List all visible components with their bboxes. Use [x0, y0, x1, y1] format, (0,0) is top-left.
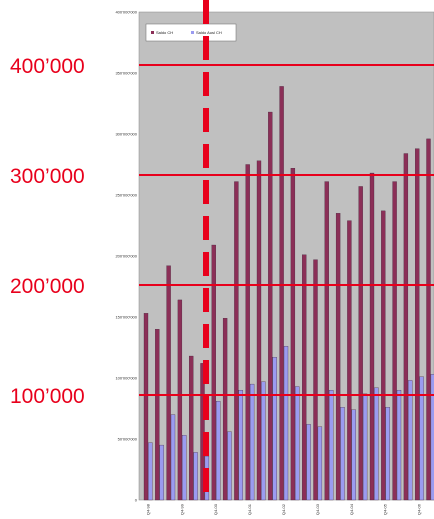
bar-saldo-ausl-ch	[351, 409, 356, 501]
x-tick-label: Q4-98	[145, 503, 150, 515]
bar-saldo-ch	[177, 299, 183, 501]
legend-swatch-saldo-ch	[151, 31, 154, 34]
bar-saldo-ch	[222, 318, 228, 501]
bar-saldo-ausl-ch	[227, 431, 232, 501]
bar-saldo-ch	[302, 254, 307, 501]
bar-saldo-ausl-ch	[374, 387, 379, 501]
bar-saldo-ch	[200, 363, 205, 501]
bar-saldo-ch	[234, 181, 239, 501]
bar-saldo-ch	[403, 153, 409, 501]
bar-saldo-ch	[369, 172, 375, 501]
bar-saldo-ch	[335, 213, 341, 501]
bar-saldo-ausl-ch	[408, 380, 413, 501]
bar-saldo-ch	[189, 355, 194, 501]
x-tick-label: Q4-06	[417, 503, 422, 515]
y-tick-label: 250'000'000	[115, 193, 137, 198]
legend-swatch-saldo-ausl-ch	[191, 31, 194, 34]
bar-saldo-ausl-ch	[340, 407, 345, 501]
y-tick-label: 200'000'000	[115, 254, 137, 259]
bar-saldo-ausl-ch	[170, 414, 176, 501]
y-tick-label: 50'000'000	[118, 437, 138, 442]
bar-saldo-ch	[415, 148, 420, 501]
y-tick-label: 300'000'000	[115, 132, 137, 137]
x-axis: Q4-98 Q4-99 Q4-00 Q4-01 Q4-02 Q4-03 Q4-04 Q4-05…	[145, 503, 421, 515]
legend-label-saldo-ausl-ch: Saldo Ausl CH	[196, 30, 222, 35]
bar-saldo-ch	[211, 244, 216, 501]
bar-saldo-ausl-ch	[159, 444, 164, 501]
bar-saldo-ausl-ch	[329, 390, 334, 501]
bar-saldo-ausl-ch	[148, 442, 153, 501]
overlay-label: 300’000	[10, 165, 85, 188]
bar-saldo-ch	[155, 329, 160, 501]
x-tick-label: Q4-00	[213, 503, 218, 515]
bar-saldo-ausl-ch	[238, 390, 243, 501]
bar-saldo-ausl-ch	[283, 346, 289, 501]
y-tick-label: 100'000'000	[115, 376, 137, 381]
bar-saldo-ch	[290, 168, 296, 501]
x-tick-label: Q4-03	[315, 503, 320, 515]
bar-saldo-ausl-ch	[295, 386, 300, 501]
bar-saldo-ausl-ch	[385, 407, 390, 501]
bar-saldo-ch	[256, 160, 262, 501]
bar-saldo-ausl-ch	[249, 383, 255, 501]
bar-saldo-ch	[324, 181, 329, 501]
x-tick-label: Q4-05	[383, 503, 388, 515]
overlay-label: 200’000	[10, 275, 85, 298]
bar-saldo-ausl-ch	[216, 401, 221, 501]
bar-saldo-ch	[268, 111, 273, 501]
bar-saldo-ausl-ch	[317, 426, 323, 501]
overlay-label: 100’000	[10, 385, 85, 408]
bar-saldo-ausl-ch	[182, 435, 187, 501]
y-tick-label: 350'000'000	[115, 71, 137, 76]
bar-saldo-ausl-ch	[261, 381, 266, 501]
bar-saldo-ch	[381, 210, 386, 501]
bar-saldo-ausl-ch	[362, 393, 368, 501]
bar-saldo-ausl-ch	[306, 424, 311, 501]
legend: Saldo CH Saldo Ausl CH	[145, 23, 237, 42]
bar-saldo-ausl-ch	[419, 376, 424, 501]
bar-saldo-ch	[166, 265, 171, 501]
bar-saldo-ch	[347, 220, 352, 501]
x-tick-label: Q4-99	[179, 503, 184, 515]
bar-saldo-ausl-ch	[193, 452, 198, 501]
bar-saldo-ch	[245, 164, 250, 501]
y-tick-label: 0	[135, 498, 138, 503]
legend-label-saldo-ch: Saldo CH	[156, 30, 173, 35]
bars	[143, 86, 434, 501]
bar-saldo-ausl-ch	[430, 374, 434, 501]
overlay-lines: 100’000 200’000 300’000 400’000	[10, 55, 434, 408]
bar-saldo-ch	[313, 259, 318, 501]
x-tick-label: Q4-01	[247, 503, 252, 515]
bar-saldo-ausl-ch	[396, 390, 402, 501]
overlay-label: 400’000	[10, 55, 85, 78]
y-tick-label: 150'000'000	[115, 315, 137, 320]
bar-saldo-ch	[279, 86, 284, 501]
bar-saldo-ch	[392, 181, 397, 501]
bar-saldo-ausl-ch	[272, 357, 277, 501]
x-tick-label: Q4-02	[281, 503, 286, 515]
y-axis: 0 50'000'000 100'000'000 150'000'000 200'000…	[115, 10, 137, 503]
y-tick-label: 400'000'000	[115, 10, 137, 15]
bar-saldo-ch	[426, 138, 431, 501]
bar-saldo-ch	[358, 186, 363, 501]
bar-saldo-ch	[143, 313, 149, 501]
x-tick-label: Q4-04	[349, 503, 354, 515]
